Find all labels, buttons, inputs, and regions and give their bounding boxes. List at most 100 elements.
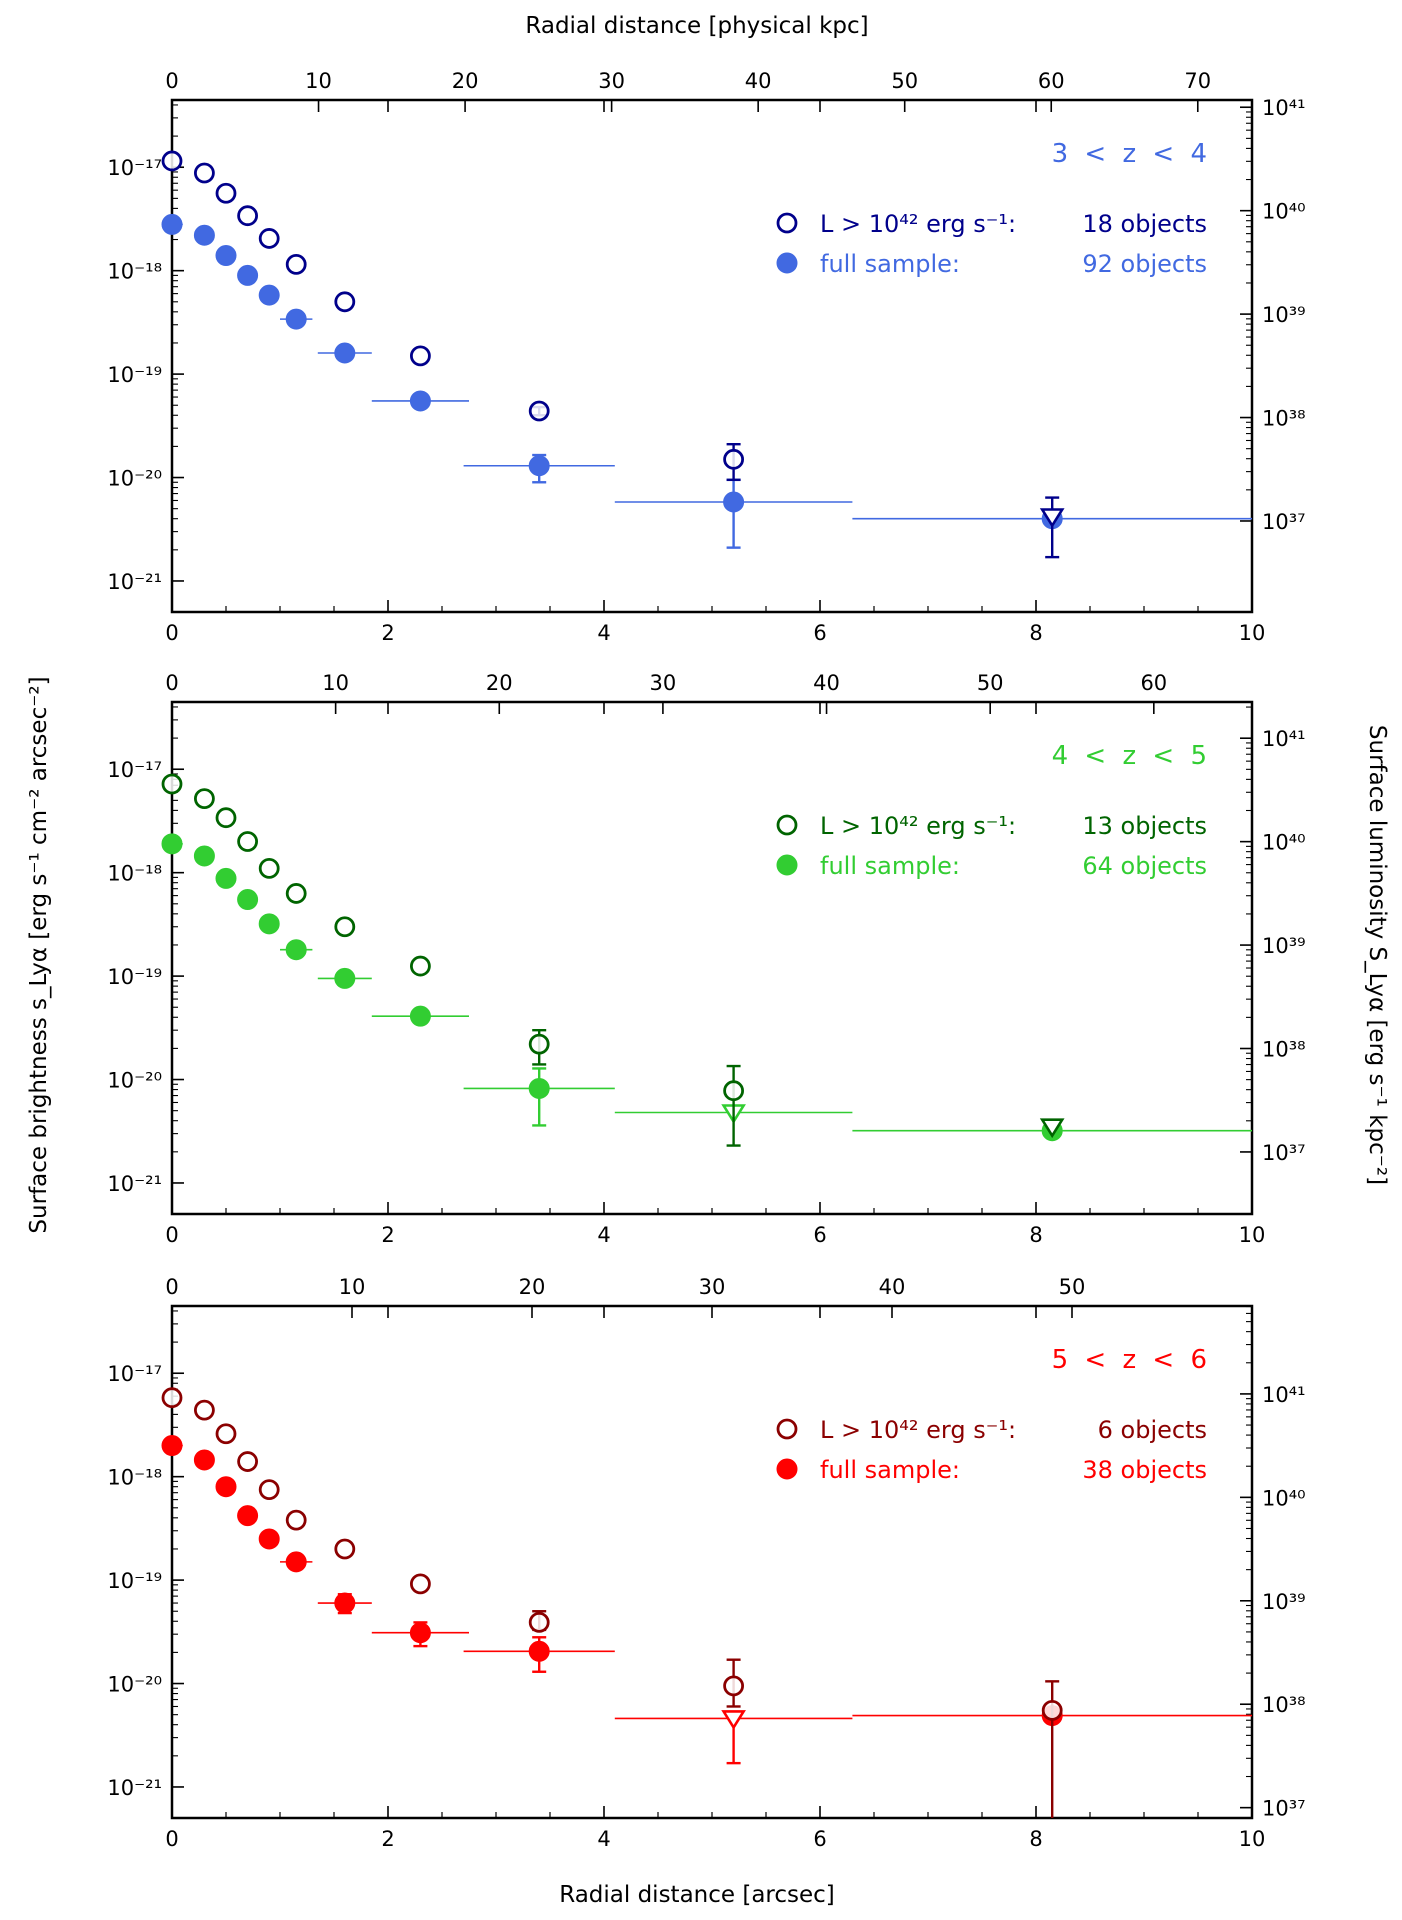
full-sample-point [528, 1077, 550, 1099]
full-sample-point [193, 1449, 215, 1471]
bright-point [161, 1387, 183, 1409]
x-tick-label: 2 [381, 1223, 394, 1247]
kpc-tick-label: 40 [813, 671, 840, 695]
x-tick-label: 6 [813, 1223, 826, 1247]
legend-full-marker [776, 854, 798, 876]
legend-bright-marker [776, 814, 798, 836]
right-tick-label: 10³⁷ [1262, 1797, 1306, 1821]
bright-point [237, 831, 259, 852]
kpc-tick-label: 50 [1059, 1275, 1086, 1299]
bright-point [193, 788, 215, 810]
bright-point [215, 807, 237, 829]
x-tick-label: 10 [1239, 1827, 1266, 1851]
y-tick-label: 10⁻²⁰ [107, 1069, 162, 1093]
bright-point [161, 150, 183, 172]
kpc-tick-label: 10 [322, 671, 349, 695]
bright-point [334, 291, 356, 313]
x-tick-label: 0 [165, 621, 178, 645]
right-tick-label: 10³⁸ [1262, 1038, 1306, 1062]
kpc-tick-label: 50 [891, 69, 918, 93]
legend-full-label: full sample: [820, 852, 960, 880]
full-sample-upper-limit [721, 1710, 746, 1730]
bright-point [409, 955, 431, 977]
kpc-tick-label: 0 [165, 671, 178, 695]
right-tick-label: 10⁴¹ [1262, 1383, 1306, 1407]
y-tick-label: 10⁻²¹ [107, 1172, 162, 1196]
bright-point [193, 162, 215, 184]
bright-point [285, 1509, 307, 1531]
kpc-tick-label: 20 [452, 69, 479, 93]
bright-point [258, 1479, 280, 1500]
full-sample-point [161, 1435, 183, 1457]
legend-full-label: full sample: [820, 250, 960, 278]
kpc-tick-label: 0 [165, 69, 178, 93]
full-sample-point [161, 213, 183, 235]
y-tick-label: 10⁻¹⁸ [107, 260, 162, 284]
legend-full-label: full sample: [820, 1456, 960, 1484]
bright-point [258, 228, 280, 249]
x-tick-label: 4 [597, 621, 610, 645]
y-tick-label: 10⁻²⁰ [107, 467, 162, 491]
kpc-tick-label: 30 [699, 1275, 726, 1299]
x-tick-label: 2 [381, 1827, 394, 1851]
full-sample-point [409, 1005, 431, 1027]
full-sample-point [723, 491, 745, 513]
bright-upper-limit [1039, 1118, 1065, 1139]
bright-point [1041, 1699, 1063, 1721]
full-sample-point [285, 1551, 307, 1573]
plot-frame [170, 1304, 1254, 1820]
panel-2: 0 2 4 6 8 10 0 10 20 30 40 50 60 10⁻¹⁷ 10⁻¹⁸ 10⁻¹⁹ 10⁻²⁰… [107, 671, 1305, 1247]
bright-point [723, 1675, 744, 1697]
right-tick-label: 10⁴⁰ [1262, 1486, 1306, 1510]
legend-bright-count: 18 objects [1082, 210, 1207, 238]
legend-full-marker [776, 1458, 798, 1480]
bright-point [237, 1451, 259, 1472]
full-sample-point [193, 224, 215, 246]
x-tick-label: 4 [597, 1827, 610, 1851]
x-tick-label: 0 [165, 1827, 178, 1851]
full-sample-point [334, 342, 356, 364]
right-tick-label: 10³⁷ [1262, 510, 1306, 534]
legend-bright-marker [776, 212, 798, 234]
y-tick-label: 10⁻²¹ [107, 1776, 162, 1800]
kpc-tick-label: 10 [339, 1275, 366, 1299]
bright-point [723, 1080, 744, 1102]
x-tick-label: 10 [1239, 1223, 1266, 1247]
top-axis-title: Radial distance [physical kpc] [525, 13, 868, 39]
bottom-axis-title: Radial distance [arcsec] [559, 1882, 835, 1908]
bright-point [723, 448, 744, 470]
right-tick-label: 10⁴⁰ [1262, 831, 1306, 855]
panel-1: 0 2 4 6 8 10 0 10 20 30 40 50 60 70 10⁻¹⁷ 10⁻¹⁸ 10⁻¹⁹ 10⁻… [107, 69, 1305, 645]
y-tick-label: 10⁻¹⁹ [107, 1569, 162, 1593]
right-tick-label: 10⁴¹ [1262, 727, 1306, 751]
full-sample-point [215, 1476, 237, 1498]
kpc-tick-label: 60 [1038, 69, 1065, 93]
legend-full-marker [776, 252, 798, 274]
full-sample-point [258, 284, 280, 306]
right-tick-label: 10³⁸ [1262, 407, 1306, 431]
y-tick-label: 10⁻¹⁸ [107, 1466, 162, 1490]
y-tick-label: 10⁻²¹ [107, 570, 162, 594]
bright-point [528, 400, 550, 422]
legend-full-count: 38 objects [1082, 1456, 1207, 1484]
right-axis-title: Surface luminosity S_Lyα [erg s⁻¹ kpc⁻²] [1364, 725, 1390, 1185]
panel-3: 0 2 4 6 8 10 0 10 20 30 40 50 10⁻¹⁷ 10⁻¹⁸ 10⁻¹⁹ 10⁻²⁰ 10… [107, 1275, 1305, 1851]
full-sample-point [285, 308, 307, 330]
kpc-tick-label: 60 [1140, 671, 1167, 695]
y-tick-label: 10⁻¹⁹ [107, 965, 162, 989]
legend-bright-count: 13 objects [1082, 812, 1207, 840]
right-tick-label: 10³⁸ [1262, 1693, 1306, 1717]
bright-point [215, 1423, 237, 1445]
x-tick-label: 6 [813, 1827, 826, 1851]
legend-bright-label: L > 10⁴² erg s⁻¹: [820, 812, 1016, 840]
full-sample-point [193, 845, 215, 867]
panel-title: 3 < z < 4 [1052, 139, 1207, 169]
kpc-tick-label: 70 [1184, 69, 1211, 93]
x-tick-label: 2 [381, 621, 394, 645]
panel-title: 4 < z < 5 [1052, 741, 1207, 771]
right-tick-label: 10⁴¹ [1262, 96, 1306, 120]
bright-point [334, 916, 356, 938]
x-tick-label: 8 [1029, 1827, 1042, 1851]
plot-frame [170, 700, 1254, 1216]
full-sample-point [334, 1592, 356, 1614]
